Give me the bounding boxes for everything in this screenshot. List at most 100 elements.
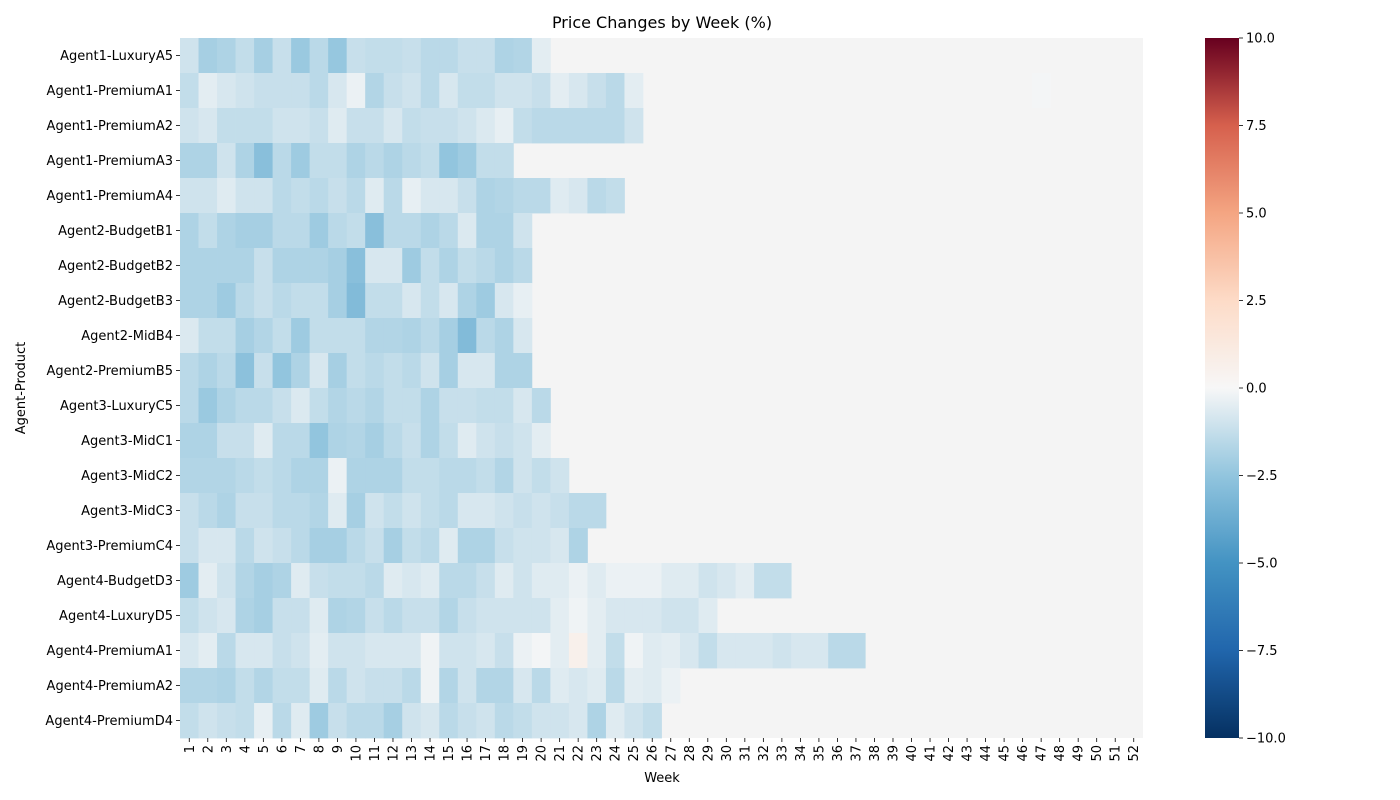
heatmap-cell (494, 178, 514, 214)
heatmap-cell (661, 668, 681, 704)
heatmap-cell (328, 38, 348, 74)
x-tick-label: 38 (868, 745, 883, 762)
heatmap-cell (439, 458, 459, 494)
heatmap-cell (309, 388, 329, 424)
heatmap-cell (365, 528, 385, 564)
heatmap-cell (217, 353, 236, 389)
heatmap-cell (254, 633, 273, 669)
heatmap-cell (735, 633, 755, 669)
heatmap-cell (254, 353, 273, 389)
heatmap-cell (476, 633, 496, 669)
x-tick-label: 7 (294, 745, 309, 753)
heatmap-cell (291, 598, 311, 634)
heatmap-cell (624, 73, 644, 109)
heatmap-cell (328, 458, 348, 494)
heatmap-cell (531, 458, 551, 494)
heatmap-cell (383, 213, 403, 249)
heatmap-cell (235, 213, 255, 249)
heatmap-cell (439, 633, 459, 669)
heatmap-cell (420, 493, 440, 529)
heatmap-cell (568, 598, 588, 634)
heatmap-cells (180, 38, 1143, 739)
heatmap-cell (513, 248, 533, 284)
heatmap-cell (439, 178, 459, 214)
heatmap-cell (420, 703, 440, 739)
heatmap-cell (272, 633, 292, 669)
heatmap-cell (402, 703, 422, 739)
heatmap-cell (439, 598, 459, 634)
chart-title: Price Changes by Week (%) (552, 13, 772, 32)
heatmap-cell (309, 73, 329, 109)
heatmap-cell (328, 423, 348, 459)
x-tick-label: 52 (1127, 745, 1142, 762)
heatmap-cell (513, 493, 533, 529)
heatmap-cell (828, 633, 848, 669)
heatmap-cell (531, 38, 551, 74)
heatmap-cell (291, 353, 311, 389)
heatmap-cell (291, 423, 311, 459)
y-tick-label: Agent4-PremiumA1 (47, 644, 173, 659)
heatmap-cell (254, 528, 273, 564)
heatmap-cell (402, 668, 422, 704)
heatmap-cell (494, 668, 514, 704)
heatmap-cell (513, 108, 533, 144)
x-tick-label: 39 (886, 745, 901, 762)
heatmap-cell (772, 563, 792, 599)
heatmap-cell (642, 668, 662, 704)
heatmap-cell (328, 143, 348, 179)
heatmap-cell (235, 283, 255, 319)
heatmap-cell (457, 38, 477, 74)
heatmap-cell (420, 353, 440, 389)
heatmap-cell (383, 423, 403, 459)
heatmap-cell (235, 598, 255, 634)
heatmap-cell (457, 563, 477, 599)
heatmap-cell (309, 563, 329, 599)
y-tick-label: Agent1-LuxuryA5 (60, 49, 173, 64)
heatmap-cell (476, 423, 496, 459)
heatmap-cell (605, 633, 625, 669)
heatmap-cell (513, 283, 533, 319)
y-tick-label: Agent4-LuxuryD5 (59, 609, 173, 624)
heatmap-cell (531, 388, 551, 424)
heatmap-cell (587, 178, 607, 214)
heatmap-cell (476, 248, 496, 284)
y-tick-label: Agent1-PremiumA3 (47, 154, 173, 169)
heatmap-cell (291, 668, 311, 704)
heatmap-cell (198, 283, 218, 319)
x-tick-label: 28 (683, 745, 698, 762)
heatmap-cell (531, 178, 551, 214)
heatmap-cell (513, 388, 533, 424)
x-tick-label: 29 (701, 745, 716, 762)
heatmap-cell (383, 248, 403, 284)
heatmap-cell (291, 213, 311, 249)
heatmap-cell (198, 73, 218, 109)
x-tick-label: 43 (961, 745, 976, 762)
heatmap-cell (809, 633, 829, 669)
heatmap-cell (198, 143, 218, 179)
heatmap-cell (605, 108, 625, 144)
heatmap-cell (624, 633, 644, 669)
heatmap-cell (328, 703, 348, 739)
colorbar-ticks: 10.0 7.5 5.0 2.5 0.0 −2.5 −5.0 −7.5 −10.0 (1239, 32, 1286, 747)
heatmap-cell (180, 458, 199, 494)
x-tick-label: 42 (942, 745, 957, 762)
y-tick-label: Agent2-BudgetB2 (58, 259, 173, 274)
heatmap-cell (254, 178, 273, 214)
x-tick-label: 17 (479, 745, 494, 762)
heatmap-cell (365, 598, 385, 634)
heatmap-cell (180, 598, 199, 634)
x-tick-label: 23 (590, 745, 605, 762)
heatmap-cell (180, 108, 199, 144)
heatmap-cell (272, 213, 292, 249)
heatmap-cell (309, 598, 329, 634)
heatmap-cell (624, 563, 644, 599)
x-tick-label: 8 (312, 745, 327, 753)
heatmap-cell (531, 108, 551, 144)
heatmap-cell (402, 423, 422, 459)
x-tick-label: 11 (368, 745, 383, 762)
heatmap-cell (309, 283, 329, 319)
heatmap-cell (476, 178, 496, 214)
heatmap-cell (420, 563, 440, 599)
heatmap-cell (439, 388, 459, 424)
heatmap-cell (494, 598, 514, 634)
